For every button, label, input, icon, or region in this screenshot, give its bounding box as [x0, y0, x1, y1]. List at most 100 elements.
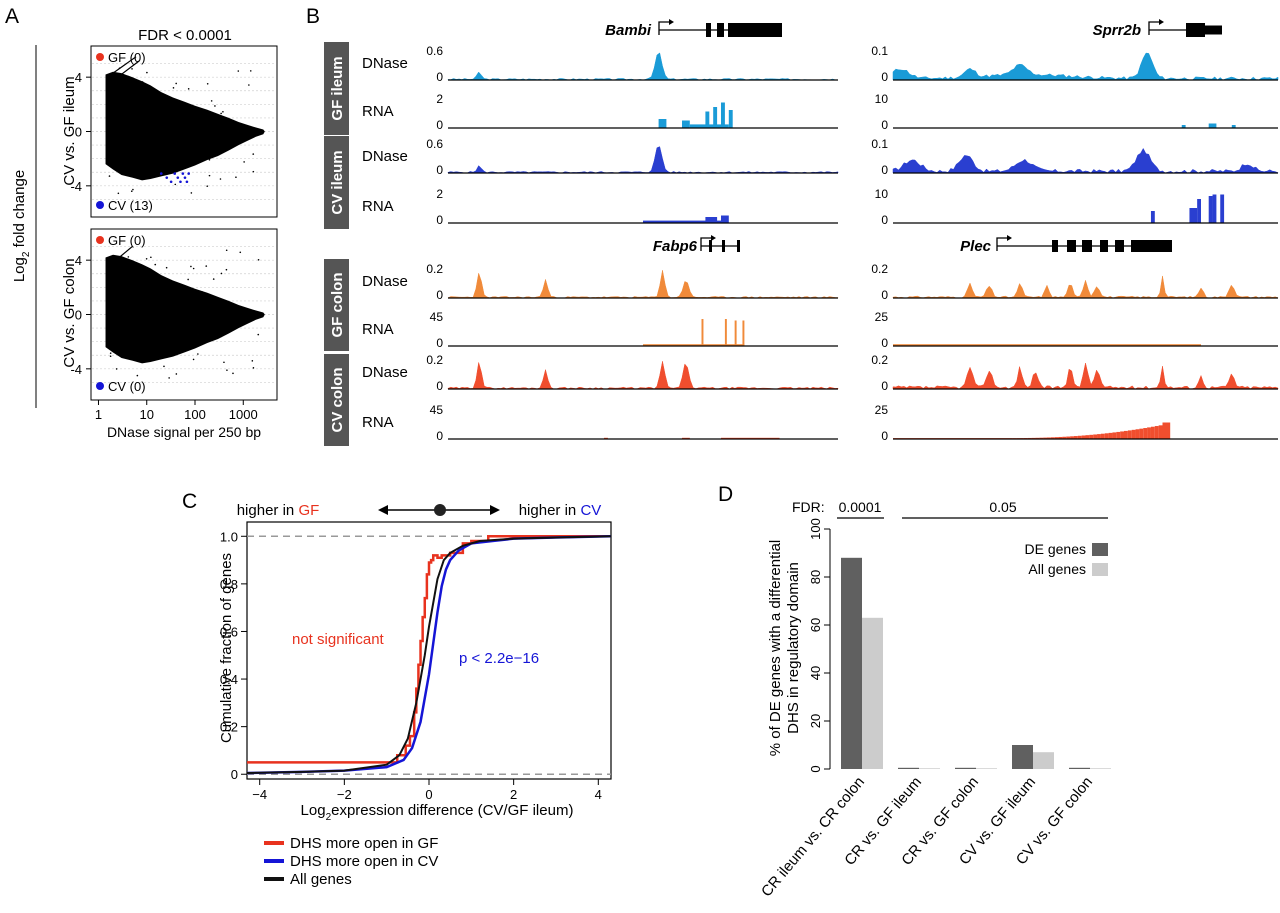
rna-bar — [1120, 431, 1124, 439]
outlier-point — [173, 165, 176, 167]
panel-d-ylabel-1: % of DE genes with a differential — [767, 540, 784, 757]
outlier-point — [169, 124, 172, 126]
rna-bar — [1131, 429, 1136, 439]
sprr2b-gf-rna-max: 10 — [875, 92, 889, 106]
sprr2b-cv-rna-zero: 0 — [881, 213, 888, 227]
outlier-point — [174, 138, 177, 141]
outlier-point — [148, 94, 151, 97]
legend-c-gf: DHS more open in GF — [290, 835, 438, 852]
rna-bar — [643, 344, 745, 346]
signal-area — [892, 275, 1279, 299]
rna-bar — [1070, 436, 1074, 439]
y-tick-label: 0.6 — [220, 624, 238, 639]
outlier-point — [199, 297, 201, 299]
outlier-point — [163, 365, 165, 368]
legend-c-cv: DHS more open in CV — [290, 853, 438, 870]
panel-c-xlabel: Log2expression difference (CV/GF ileum) — [301, 802, 574, 823]
outlier-point — [177, 164, 180, 167]
outlier-point — [146, 96, 149, 98]
outlier-point — [208, 174, 211, 177]
panel-a-ylabel: Log2 fold change — [11, 170, 32, 282]
track-fabp6-gf-rna — [448, 319, 838, 347]
outlier-point — [251, 360, 254, 362]
plec-gf-rna-max: 25 — [875, 310, 889, 324]
rna-bar — [1054, 437, 1059, 439]
outlier-point — [187, 278, 189, 281]
rna-bar — [1050, 437, 1055, 439]
plec-cv-dnase-zero: 0 — [881, 379, 888, 393]
rna-bar — [1047, 437, 1051, 439]
outlier-point — [128, 95, 131, 98]
y-tick-label: 0 — [808, 765, 823, 772]
rna-bar — [1097, 434, 1101, 439]
fabp6-gf-dnase-max: 0.2 — [426, 262, 443, 276]
outlier-point — [191, 132, 194, 134]
plec-gf-dnase-max: 0.2 — [871, 262, 888, 276]
cv-significant-point — [159, 172, 163, 175]
rna-bar — [713, 107, 718, 128]
outlier-point — [123, 137, 126, 140]
outlier-point — [136, 374, 139, 377]
legend-d-de: DE genes — [1025, 541, 1086, 557]
exon — [706, 23, 711, 37]
legend-c-all: All genes — [290, 871, 352, 888]
rna-bar — [1143, 428, 1148, 439]
outlier-point — [138, 144, 140, 147]
exon — [1052, 240, 1058, 252]
track-bambi-cv-dnase — [447, 146, 839, 174]
legend-gf-marker-bottom — [96, 236, 104, 244]
rna-bar — [1150, 211, 1155, 223]
outlier-point — [141, 81, 144, 83]
plec-cv-rna-zero: 0 — [881, 429, 888, 443]
outlier-point — [140, 88, 143, 90]
gene-name: Plec — [960, 238, 992, 255]
outlier-point — [123, 311, 125, 314]
y-tick-label: 40 — [808, 666, 823, 680]
bambi-cv-dnase-zero: 0 — [436, 163, 443, 177]
outlier-point — [195, 134, 198, 137]
rna-bar — [1073, 436, 1078, 439]
tss-arrow-head — [1159, 19, 1164, 25]
outlier-point — [190, 265, 192, 268]
outlier-point — [172, 131, 175, 133]
fabp6-gf-rna-zero: 0 — [436, 336, 443, 350]
outlier-point — [114, 313, 117, 316]
tss-arrow — [1148, 21, 1159, 35]
gene-name: Fabp6 — [653, 238, 698, 255]
y-tick-label: 80 — [808, 570, 823, 584]
outlier-point — [116, 291, 118, 294]
y-tick-label: 60 — [808, 618, 823, 632]
outlier-point — [223, 327, 226, 330]
bar-0 — [841, 557, 862, 769]
cv-significant-point — [173, 172, 177, 175]
exon — [1082, 240, 1092, 252]
bar-1 — [862, 617, 883, 769]
sprr2b-cv-dnase-max: 0.1 — [871, 137, 888, 151]
exon — [1115, 240, 1124, 252]
gene-model: Bambi — [605, 19, 782, 39]
fabp6-cv-dnase-zero: 0 — [436, 379, 443, 393]
rna-bar — [1197, 199, 1201, 223]
gene-name: Bambi — [605, 22, 652, 39]
exon — [1186, 23, 1205, 37]
bambi-gf-rna-zero: 0 — [436, 118, 443, 132]
fabp6-cv-dnase-max: 0.2 — [426, 353, 443, 367]
rna-bar — [1093, 434, 1098, 439]
rna-bar — [1158, 425, 1163, 439]
fabp6-gf-dnase-zero: 0 — [436, 288, 443, 302]
bambi-cv-dnase-max: 0.6 — [426, 137, 443, 151]
bar-0 — [955, 767, 976, 769]
track-plec-gf-rna — [893, 344, 1278, 347]
bambi-gf-dnase-max: 0.6 — [426, 44, 443, 58]
x-tick-label: −4 — [252, 787, 267, 802]
rna-bar — [1154, 426, 1159, 439]
signal-area — [447, 52, 839, 81]
saturation-edge — [115, 246, 133, 261]
tss-arrow-head — [669, 19, 674, 25]
group-label-gf-ileum-text: GF ileum — [329, 56, 346, 120]
outlier-point — [223, 361, 225, 364]
exon — [709, 240, 712, 252]
gene-model: Plec — [960, 235, 1172, 255]
group-label-cv-colon-text: CV colon — [329, 367, 346, 432]
